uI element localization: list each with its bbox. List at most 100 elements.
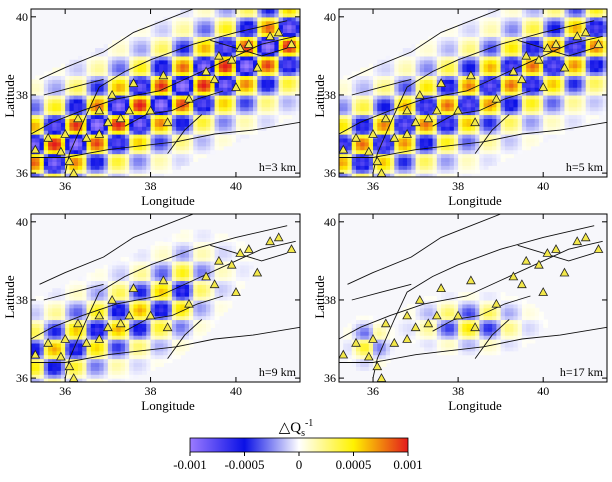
heatmap-cell	[91, 327, 96, 332]
heatmap-cell	[526, 130, 531, 135]
heatmap-cell	[57, 165, 62, 170]
heatmap-cell	[496, 52, 501, 57]
heatmap-cell	[403, 169, 408, 174]
heatmap-cell	[586, 68, 591, 73]
heatmap-cell	[505, 29, 510, 34]
heatmap-cell	[283, 103, 288, 108]
heatmap-cell	[159, 32, 164, 37]
heatmap-cell	[198, 91, 203, 96]
heatmap-cell	[104, 339, 109, 344]
heatmap-cell	[223, 21, 228, 26]
heatmap-cell	[543, 138, 548, 143]
heatmap-cell	[394, 91, 399, 96]
heatmap-cell	[445, 169, 450, 174]
heatmap-cell	[262, 72, 267, 77]
heatmap-cell	[193, 150, 198, 155]
heatmap-cell	[462, 36, 467, 41]
heatmap-cell	[488, 68, 493, 73]
heatmap-cell	[133, 142, 138, 147]
x-tick-label: 38	[145, 179, 157, 193]
heatmap-cell	[112, 165, 117, 170]
heatmap-cell	[91, 68, 96, 73]
heatmap-cell	[57, 343, 62, 348]
heatmap-cell	[121, 292, 126, 297]
heatmap-cell	[552, 17, 557, 22]
heatmap-cell	[44, 300, 49, 305]
heatmap-cell	[65, 304, 70, 309]
heatmap-cell	[518, 83, 523, 88]
heatmap-cell	[129, 277, 134, 282]
heatmap-cell	[40, 157, 45, 162]
heatmap-cell	[573, 60, 578, 65]
heatmap-cell	[236, 130, 241, 135]
heatmap-cell	[543, 111, 548, 116]
heatmap-cell	[501, 146, 506, 151]
heatmap-cell	[411, 68, 416, 73]
heatmap-cell	[450, 157, 455, 162]
heatmap-cell	[125, 296, 130, 301]
heatmap-cell	[210, 126, 215, 131]
heatmap-cell	[151, 157, 156, 162]
heatmap-cell	[492, 60, 497, 65]
heatmap-cell	[189, 32, 194, 37]
heatmap-cell	[253, 36, 258, 41]
heatmap-cell	[91, 138, 96, 143]
heatmap-cell	[556, 36, 561, 41]
heatmap-cell	[253, 122, 258, 127]
heatmap-cell	[526, 83, 531, 88]
heatmap-cell	[560, 48, 565, 53]
heatmap-cell	[433, 40, 438, 45]
heatmap-cell	[458, 32, 463, 37]
heatmap-cell	[450, 126, 455, 131]
heatmap-cell	[445, 95, 450, 100]
heatmap-cell	[428, 122, 433, 127]
heatmap-cell	[146, 118, 151, 123]
heatmap-cell	[518, 114, 523, 119]
heatmap-cell	[121, 312, 126, 317]
heatmap-cell	[52, 130, 57, 135]
heatmap-cell	[352, 157, 357, 162]
heatmap-cell	[547, 99, 552, 104]
heatmap-cell	[484, 99, 489, 104]
heatmap-cell	[48, 95, 53, 100]
heatmap-cell	[556, 64, 561, 69]
heatmap-cell	[172, 122, 177, 127]
heatmap-cell	[193, 142, 198, 147]
heatmap-cell	[530, 91, 535, 96]
heatmap-cell	[581, 114, 586, 119]
heatmap-cell	[112, 157, 117, 162]
heatmap-cell	[581, 99, 586, 104]
heatmap-cell	[125, 335, 130, 340]
heatmap-cell	[151, 130, 156, 135]
heatmap-cell	[274, 52, 279, 57]
heatmap-cell	[206, 111, 211, 116]
heatmap-cell	[48, 75, 53, 80]
heatmap-cell	[210, 17, 215, 22]
heatmap-cell	[91, 366, 96, 371]
heatmap-cell	[112, 362, 117, 367]
heatmap-cell	[390, 68, 395, 73]
heatmap-cell	[108, 138, 113, 143]
heatmap-cell	[202, 29, 207, 34]
heatmap-cell	[133, 154, 138, 159]
heatmap-cell	[69, 118, 74, 123]
heatmap-cell	[556, 122, 561, 127]
heatmap-cell	[176, 87, 181, 92]
heatmap-cell	[44, 366, 49, 371]
heatmap-cell	[236, 138, 241, 143]
heatmap-cell	[505, 118, 510, 123]
heatmap-cell	[185, 60, 190, 65]
heatmap-cell	[116, 99, 121, 104]
heatmap-cell	[159, 60, 164, 65]
heatmap-cell	[386, 75, 391, 80]
heatmap-cell	[146, 83, 151, 88]
heatmap-cell	[232, 48, 237, 53]
heatmap-cell	[522, 107, 527, 112]
heatmap-cell	[121, 265, 126, 270]
heatmap-cell	[121, 134, 126, 139]
heatmap-cell	[539, 103, 544, 108]
heatmap-cell	[108, 269, 113, 274]
heatmap-cell	[129, 60, 134, 65]
heatmap-cell	[155, 64, 160, 69]
heatmap-cell	[95, 169, 100, 174]
